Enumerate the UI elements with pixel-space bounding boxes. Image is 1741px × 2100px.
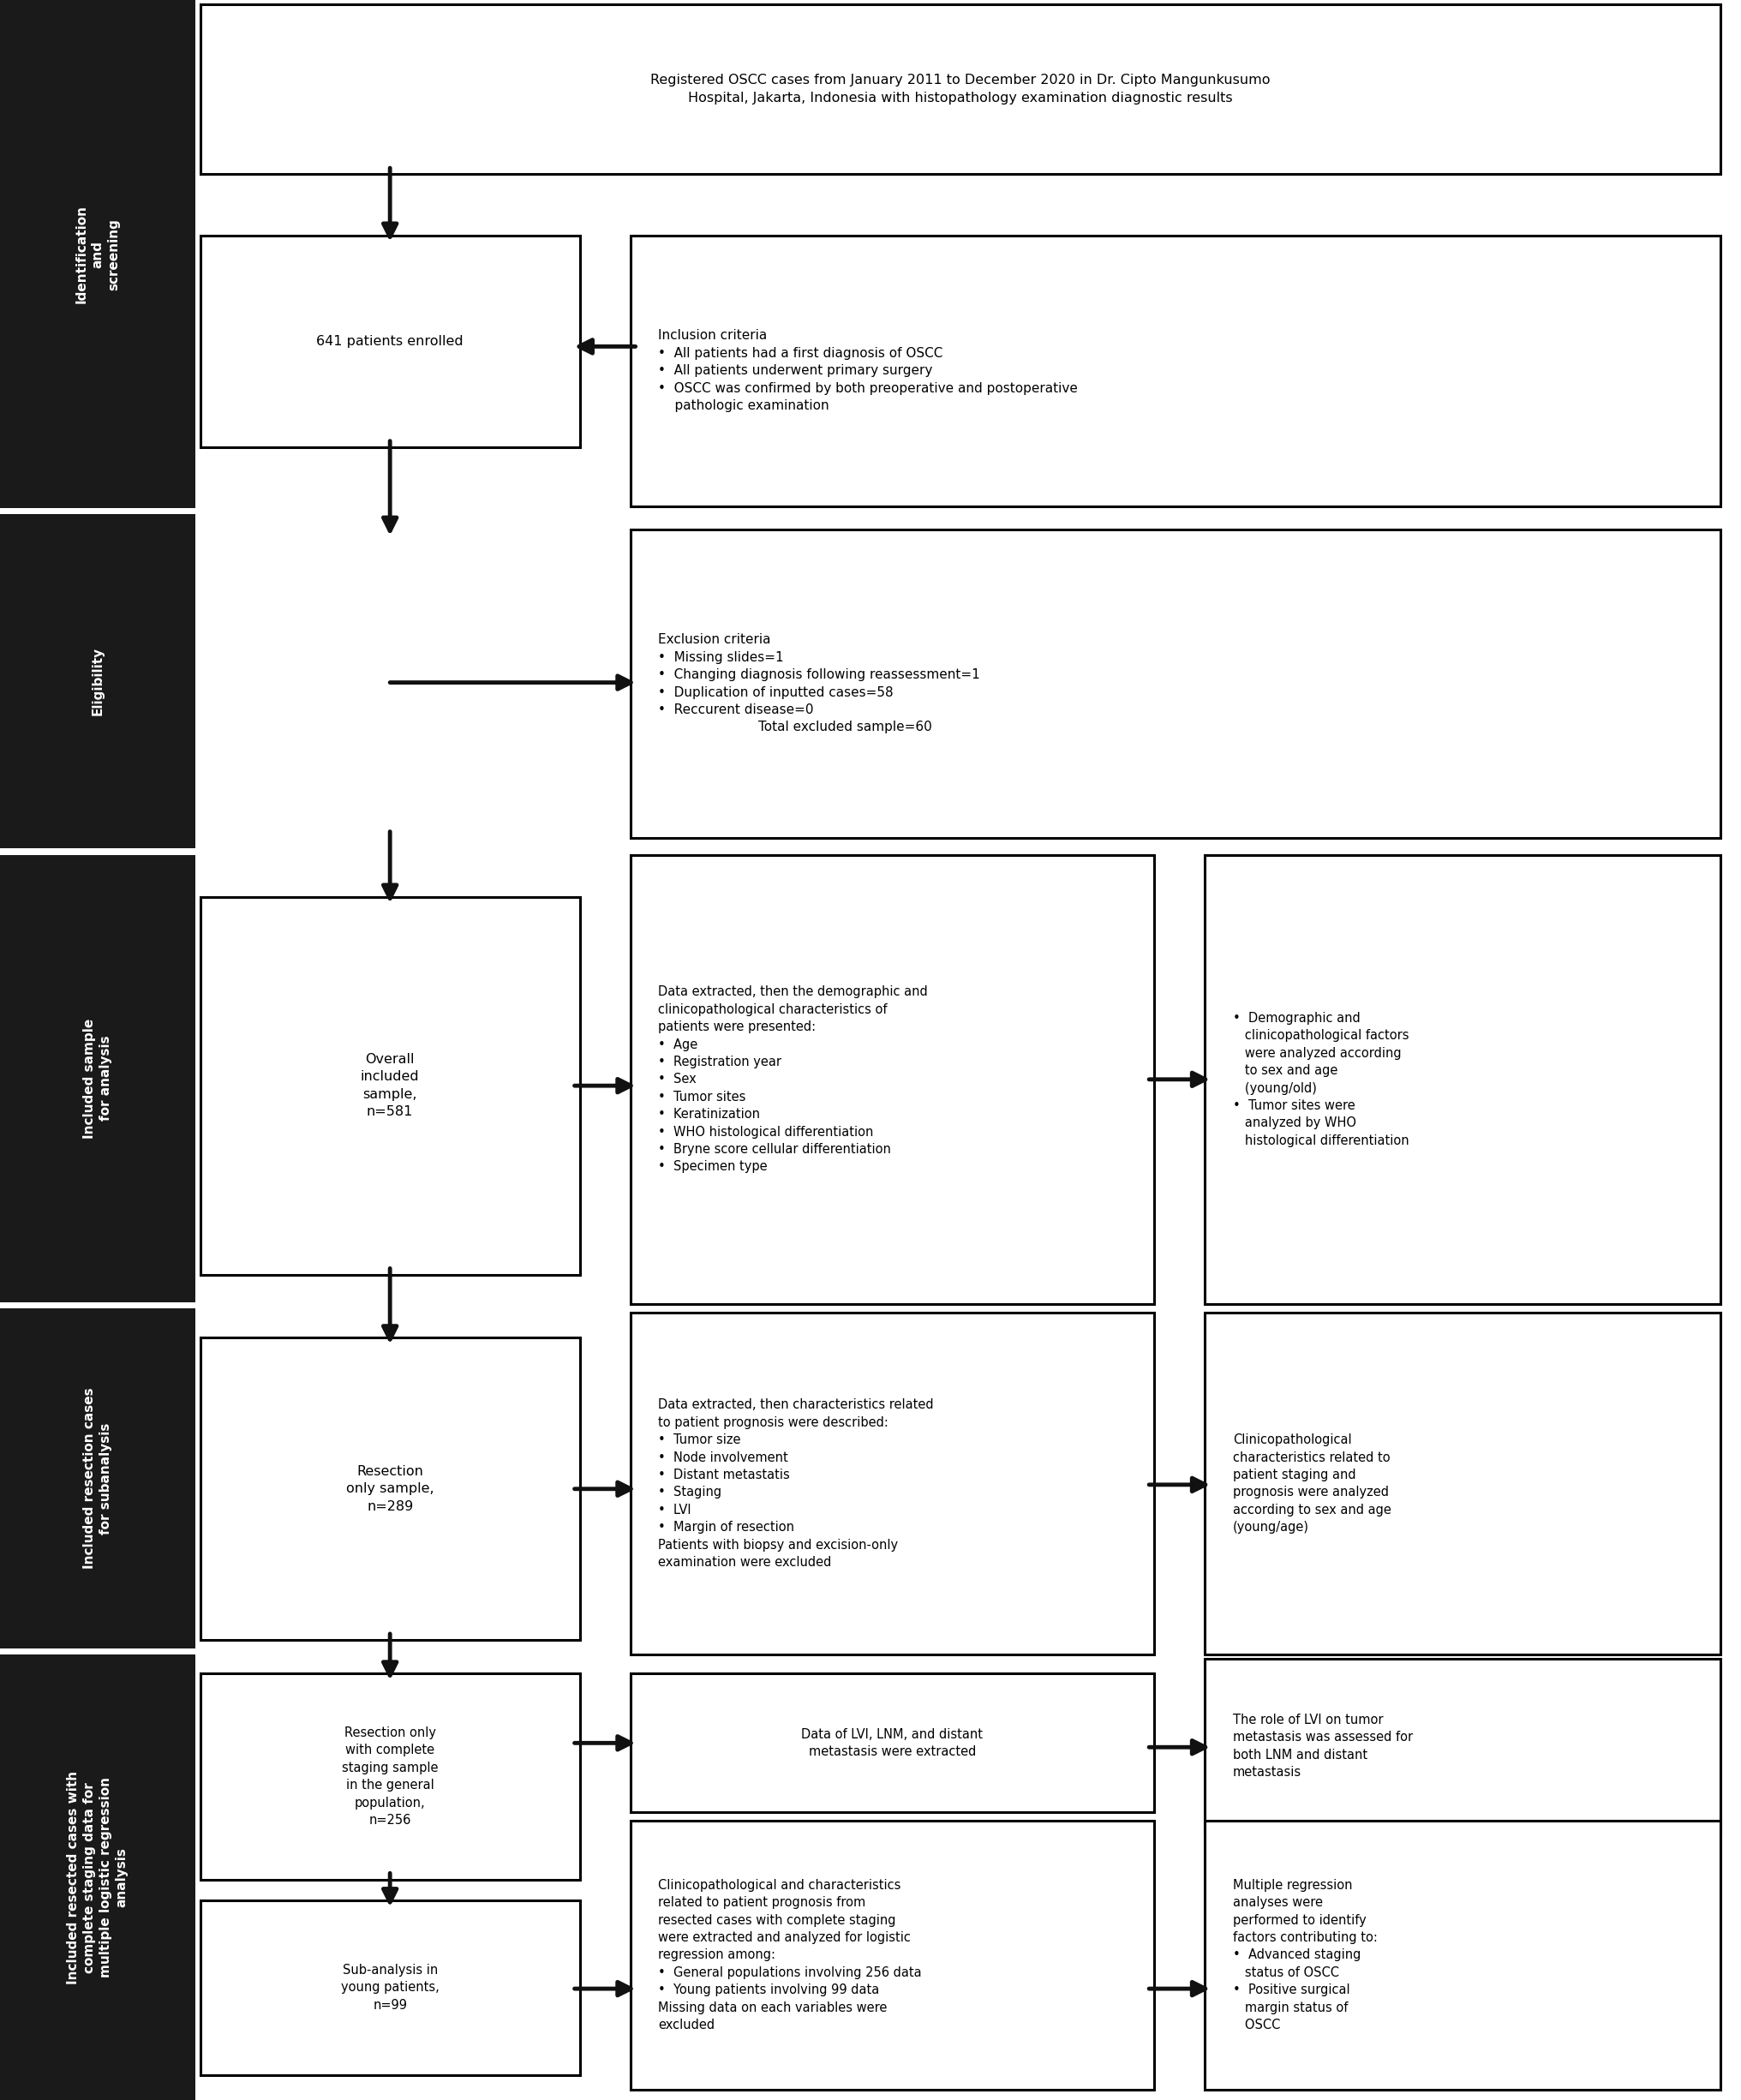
FancyBboxPatch shape	[630, 855, 1154, 1304]
FancyBboxPatch shape	[630, 529, 1720, 838]
Text: Overall
included
sample,
n=581: Overall included sample, n=581	[360, 1052, 420, 1119]
Text: Included sample
for analysis: Included sample for analysis	[84, 1018, 111, 1138]
Text: Clinicopathological and characteristics
related to patient prognosis from
resect: Clinicopathological and characteristics …	[658, 1880, 921, 2031]
Bar	[0, 855, 195, 1302]
FancyBboxPatch shape	[630, 1821, 1154, 2090]
Bar	[0, 1308, 195, 1648]
Text: Data extracted, then the demographic and
clinicopathological characteristics of
: Data extracted, then the demographic and…	[658, 985, 928, 1174]
FancyBboxPatch shape	[630, 235, 1720, 506]
FancyBboxPatch shape	[1205, 855, 1720, 1304]
FancyBboxPatch shape	[200, 1901, 580, 2075]
FancyBboxPatch shape	[1205, 1312, 1720, 1655]
Text: Inclusion criteria
•  All patients had a first diagnosis of OSCC
•  All patients: Inclusion criteria • All patients had a …	[658, 330, 1078, 412]
Text: Eligibility: Eligibility	[91, 647, 104, 716]
Text: The role of LVI on tumor
metastasis was assessed for
both LNM and distant
metast: The role of LVI on tumor metastasis was …	[1233, 1714, 1412, 1779]
Text: Registered OSCC cases from January 2011 to December 2020 in Dr. Cipto Mangunkusu: Registered OSCC cases from January 2011 …	[649, 74, 1271, 105]
Text: Multiple regression
analyses were
performed to identify
factors contributing to:: Multiple regression analyses were perfor…	[1233, 1880, 1377, 2031]
Text: Data of LVI, LNM, and distant
metastasis were extracted: Data of LVI, LNM, and distant metastasis…	[801, 1728, 984, 1758]
Text: •  Demographic and
   clinicopathological factors
   were analyzed according
   : • Demographic and clinicopathological fa…	[1233, 1012, 1408, 1147]
FancyBboxPatch shape	[1205, 1659, 1720, 1833]
FancyBboxPatch shape	[200, 4, 1720, 174]
Bar	[0, 0, 195, 508]
Bar	[0, 514, 195, 848]
Text: Included resected cases with
complete staging data for
multiple logistic regress: Included resected cases with complete st…	[68, 1770, 127, 1984]
FancyBboxPatch shape	[200, 235, 580, 447]
Text: Identification
and
screening: Identification and screening	[75, 206, 120, 302]
Text: Clinicopathological
characteristics related to
patient staging and
prognosis wer: Clinicopathological characteristics rela…	[1233, 1434, 1391, 1533]
Text: 641 patients enrolled: 641 patients enrolled	[317, 334, 463, 349]
FancyBboxPatch shape	[200, 1338, 580, 1640]
Bar	[0, 1655, 195, 2100]
FancyBboxPatch shape	[200, 897, 580, 1275]
Text: Data extracted, then characteristics related
to patient prognosis were described: Data extracted, then characteristics rel…	[658, 1399, 933, 1569]
FancyBboxPatch shape	[1205, 1821, 1720, 2090]
FancyBboxPatch shape	[630, 1312, 1154, 1655]
Text: Included resection cases
for subanalysis: Included resection cases for subanalysis	[84, 1388, 111, 1569]
Text: Resection
only sample,
n=289: Resection only sample, n=289	[346, 1466, 434, 1512]
Text: Resection only
with complete
staging sample
in the general
population,
n=256: Resection only with complete staging sam…	[341, 1726, 439, 1827]
Text: Sub-analysis in
young patients,
n=99: Sub-analysis in young patients, n=99	[341, 1964, 439, 2012]
FancyBboxPatch shape	[630, 1674, 1154, 1812]
FancyBboxPatch shape	[200, 1674, 580, 1880]
Text: Exclusion criteria
•  Missing slides=1
•  Changing diagnosis following reassessm: Exclusion criteria • Missing slides=1 • …	[658, 634, 980, 733]
